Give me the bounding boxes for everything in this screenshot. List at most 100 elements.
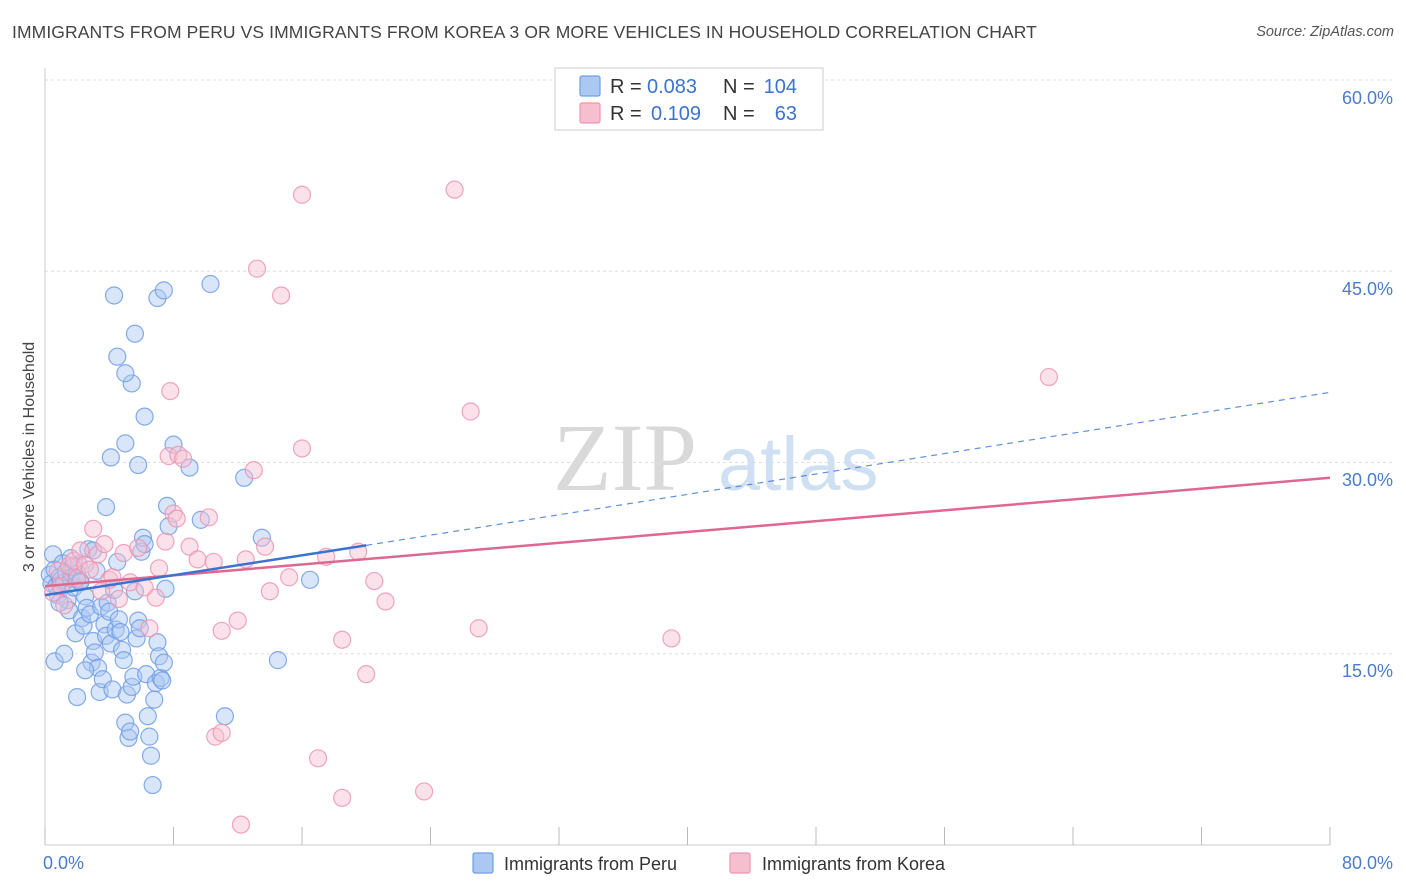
point-peru-37 xyxy=(100,602,119,621)
point-peru-61 xyxy=(138,707,157,726)
point-korea-51 xyxy=(1039,367,1059,387)
bottom-legend-korea-label: Immigrants from Korea xyxy=(762,854,946,874)
legend-box: R = 0.083 N = 104 R = 0.109 N = 63 xyxy=(554,67,824,131)
legend-korea-n-label: N = xyxy=(723,103,755,125)
point-korea-31 xyxy=(188,550,207,569)
point-peru-75 xyxy=(164,435,183,454)
legend-peru-r-value: 0.083 xyxy=(647,76,697,98)
point-peru-97 xyxy=(68,687,87,707)
watermark-atlas: atlas xyxy=(718,422,879,507)
point-peru-56 xyxy=(130,619,149,638)
point-peru-83 xyxy=(116,364,135,383)
point-peru-94 xyxy=(215,707,234,726)
trend-line-korea xyxy=(44,476,1331,588)
point-peru-58 xyxy=(133,528,153,547)
source-label: Source: ZipAtlas.com xyxy=(1256,24,1394,40)
point-korea-55 xyxy=(272,286,291,305)
y-tick-label-30: 30.0% xyxy=(1342,470,1393,490)
point-peru-76 xyxy=(180,458,199,477)
point-peru-90 xyxy=(235,468,254,487)
axes xyxy=(44,68,1331,846)
legend-peru-n-label: N = xyxy=(723,76,755,98)
point-korea-7 xyxy=(71,541,90,560)
point-peru-28 xyxy=(85,643,104,662)
point-peru-95 xyxy=(45,652,64,671)
point-peru-21 xyxy=(74,616,93,635)
point-peru-78 xyxy=(101,448,120,467)
y-tick-label-45: 45.0% xyxy=(1342,279,1393,299)
point-peru-39 xyxy=(103,680,122,699)
point-korea-34 xyxy=(212,621,231,640)
point-korea-37 xyxy=(244,461,263,480)
legend-korea-r-value: 0.109 xyxy=(651,103,701,125)
point-peru-80 xyxy=(116,434,135,453)
point-korea-11 xyxy=(88,545,108,564)
point-peru-81 xyxy=(135,407,154,426)
point-korea-47 xyxy=(376,592,395,611)
point-peru-70 xyxy=(153,671,172,690)
legend-korea-swatch xyxy=(579,102,601,124)
point-peru-63 xyxy=(141,746,161,765)
point-korea-43 xyxy=(333,630,352,649)
chart-title: IMMIGRANTS FROM PERU VS IMMIGRANTS FROM … xyxy=(12,22,1037,42)
point-korea-50 xyxy=(662,629,681,648)
point-korea-24 xyxy=(156,532,175,551)
point-korea-54 xyxy=(247,259,267,278)
point-peru-50 xyxy=(121,722,140,741)
point-peru-49 xyxy=(119,728,138,748)
point-korea-29 xyxy=(174,449,193,468)
point-peru-53 xyxy=(125,582,145,601)
point-peru-41 xyxy=(106,620,125,639)
trend-line-peru-dashed xyxy=(366,391,1331,546)
legend-korea-r-label: R = xyxy=(610,103,642,125)
point-peru-54 xyxy=(127,629,146,648)
point-peru-84 xyxy=(108,347,127,366)
y-axis-label: 3 or more Vehicles in Household xyxy=(21,342,38,572)
legend-peru-r-label: R = xyxy=(610,76,642,98)
point-korea-3 xyxy=(55,596,74,615)
point-peru-47 xyxy=(116,713,135,732)
y-tick-label-15: 15.0% xyxy=(1342,661,1393,681)
trend-lines xyxy=(44,391,1331,597)
legend-korea-n-value: 63 xyxy=(775,103,797,125)
point-korea-1 xyxy=(48,561,67,580)
point-korea-62 xyxy=(414,782,434,801)
x-tick-label-max: 80.0% xyxy=(1342,853,1393,873)
point-peru-46 xyxy=(114,651,133,670)
y-tick-label-60: 60.0% xyxy=(1342,88,1393,108)
point-korea-8 xyxy=(76,555,95,574)
point-korea-59 xyxy=(231,815,251,834)
bottom-legend-korea-swatch xyxy=(729,852,751,874)
point-korea-60 xyxy=(308,749,328,768)
point-korea-16 xyxy=(109,589,128,609)
point-peru-62 xyxy=(140,727,159,746)
point-peru-44 xyxy=(111,622,130,642)
point-korea-46 xyxy=(365,571,384,591)
point-peru-92 xyxy=(300,570,320,589)
point-korea-5 xyxy=(64,551,84,570)
bottom-legend-peru-swatch xyxy=(472,852,494,874)
point-korea-61 xyxy=(333,788,352,807)
point-peru-79 xyxy=(129,455,148,475)
point-peru-98 xyxy=(76,661,95,680)
point-korea-10 xyxy=(84,519,103,538)
point-korea-48 xyxy=(461,402,480,421)
point-korea-58 xyxy=(212,723,231,742)
point-korea-56 xyxy=(161,382,180,401)
point-peru-64 xyxy=(143,775,162,795)
point-korea-9 xyxy=(80,560,100,579)
legend-peru-n-value: 104 xyxy=(764,76,797,98)
point-korea-26 xyxy=(167,509,186,528)
point-peru-86 xyxy=(104,286,124,305)
point-korea-49 xyxy=(469,619,488,638)
point-korea-27 xyxy=(159,447,178,466)
point-korea-23 xyxy=(149,559,169,578)
point-korea-32 xyxy=(199,508,218,527)
point-peru-77 xyxy=(96,498,116,517)
point-peru-96 xyxy=(55,644,74,663)
point-korea-13 xyxy=(95,534,114,554)
point-korea-17 xyxy=(114,543,133,563)
point-korea-53 xyxy=(445,180,464,199)
gridlines xyxy=(45,79,1392,655)
